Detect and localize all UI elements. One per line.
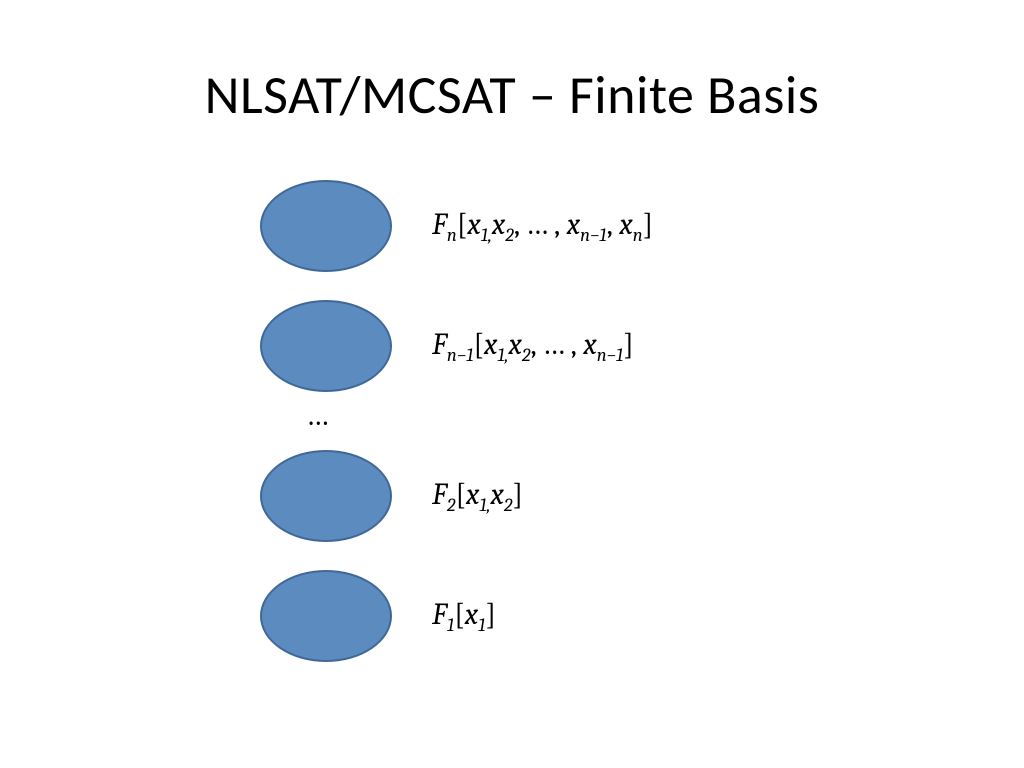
node-ellipse [260,570,392,662]
slide: NLSAT/MCSAT – Finite Basis Fn[x1,x2, … ,… [0,0,1024,768]
formula-label: Fn[x1,x2, … , xn−1, xn] [432,207,653,246]
diagram-row: F1[x1] [260,570,496,662]
formula-label: Fn−1[x1,x2, … , xn−1] [432,327,634,366]
vertical-ellipsis: … [306,398,329,433]
node-ellipse [260,300,392,392]
slide-title: NLSAT/MCSAT – Finite Basis [0,62,1024,128]
diagram-row: Fn−1[x1,x2, … , xn−1] [260,300,634,392]
diagram-row: F2[x1,x2] [260,450,523,542]
node-ellipse [260,450,392,542]
node-ellipse [260,180,392,272]
diagram-row: Fn[x1,x2, … , xn−1, xn] [260,180,653,272]
formula-label: F1[x1] [432,597,496,636]
formula-label: F2[x1,x2] [432,477,523,516]
